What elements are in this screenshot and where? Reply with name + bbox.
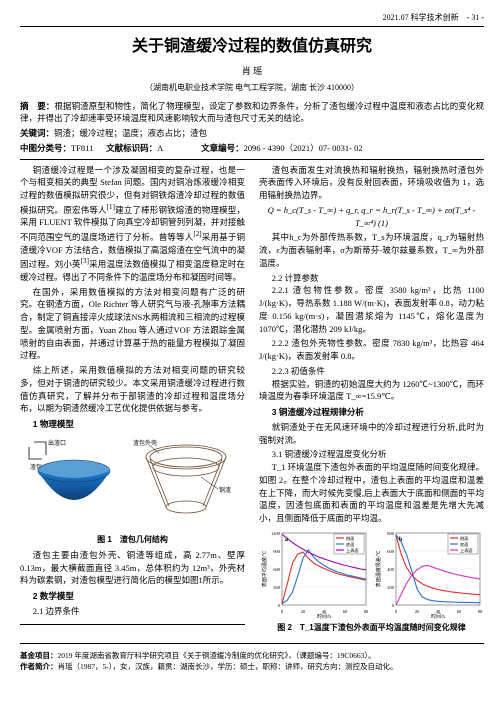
keywords: 关键词：铜渣；缓冷过程；温度；液态占比；渣包	[20, 127, 484, 140]
figure-1: 出渣口 渣包	[20, 435, 245, 530]
intro-p3: 综上所述，采用数值模拟的方法对相变问题的研究较多，但对于铜渣的研究较少。本文采用…	[20, 364, 245, 415]
author: 肖 瑶	[20, 65, 484, 79]
bc-desc: 渣包表面发生对流换热和辐射换热，辐射换热时渣包外壳表面传入环境后，没有反射回表面…	[259, 164, 484, 202]
header-rule	[20, 26, 484, 27]
fig2-chartB-icon: 0200400600800020406080时间/h表面温度极差/℃侧面底面上表…	[374, 527, 484, 619]
svg-text:0: 0	[277, 603, 280, 608]
svg-text:400: 400	[387, 567, 395, 572]
left-column: 铜渣缓冷过程是一个涉及凝固相变的复杂过程，也是一个与相变相关的典型 Stefan…	[20, 164, 245, 637]
fig1-wire-icon: 渣包外壳 铜渣	[131, 437, 241, 527]
abstract-text: 根据铜渣原型和物性，简化了物理模型，设定了参数和边界条件，分析了渣包缓冷过程中温…	[20, 101, 484, 124]
svg-text:600: 600	[387, 549, 395, 554]
svg-text:侧面: 侧面	[460, 535, 468, 542]
svg-text:80: 80	[363, 609, 368, 614]
section-3: 3 铜渣缓冷过程规律分析	[259, 406, 484, 419]
paper-title: 关于铜渣缓冷过程的数值仿真研究	[20, 35, 484, 59]
svg-text:40: 40	[321, 609, 326, 614]
funding-text: 2019 年度湖南省教育厅科学研究项目《关于铜渣缓冷制度的优化研究》，（课题编号…	[58, 651, 376, 660]
class-row: 中图分类号：TF811 文献标识码：A 文章编号：2096 - 4390（202…	[20, 142, 484, 155]
svg-text:800: 800	[387, 531, 395, 536]
svg-text:0: 0	[394, 609, 397, 614]
fig2-chartA-icon: 03006009001200020406080时间/h表面平均温度/℃侧面底面上…	[260, 527, 370, 619]
analysis-intro: 就铜渣处于在无风速环境中的冷却过程进行分析,此时为强制对流。	[259, 421, 484, 447]
section-3-1: 3.1 铜渣缓冷过程温度变化分析	[259, 448, 484, 461]
doccode-value: A	[157, 143, 163, 153]
svg-text:上表面: 上表面	[460, 547, 473, 554]
svg-text:80: 80	[477, 609, 482, 614]
section-1: 1 物理模型	[20, 418, 245, 431]
svg-text:上表面: 上表面	[346, 547, 359, 554]
equation-1: Q = h_c(T_s - T_∞) + q_r, q_r = h_r(T_s …	[259, 204, 484, 230]
intro-p2: 在国外，采用数值模拟的方法对相变问题有广泛的研究。在钢渣方面，Ole Richt…	[20, 286, 245, 363]
authorbio-text: 肖瑶（1987，5-），女，汉族，籍贯：湖南长沙，学历：硕士，职称：讲师，研究方…	[58, 662, 398, 671]
temp-analysis: T_1 环境温度下渣包外表面的平均温度随时间变化规律。如图 2。在整个冷却过程中…	[259, 461, 484, 525]
svg-text:200: 200	[387, 585, 395, 590]
right-column: 渣包表面发生对流换热和辐射换热，辐射换热时渣包外壳表面传入环境后，没有反射回表面…	[259, 164, 484, 637]
svg-text:底面: 底面	[346, 541, 354, 548]
svg-text:300: 300	[273, 585, 281, 590]
fig1-3d-icon: 出渣口 渣包	[24, 437, 124, 527]
svg-text:出渣口: 出渣口	[48, 439, 66, 447]
articleno-value: 2096 - 4390（2021）07- 0031- 02	[244, 143, 363, 153]
section-2-2-3: 2.2.3 初值条件	[259, 365, 484, 378]
svg-text:表面温度极差/℃: 表面温度极差/℃	[375, 551, 382, 587]
svg-text:600: 600	[273, 567, 281, 572]
abstract-rule	[20, 159, 484, 160]
intro-p1: 铜渣缓冷过程是一个涉及凝固相变的复杂过程，也是一个与相变相关的典型 Stefan…	[20, 164, 245, 284]
params-shell: 2.2.2 渣包外壳物性参数。密度 7830 kg/m³，比热容 464 J/(…	[259, 337, 484, 363]
svg-text:0: 0	[280, 609, 283, 614]
params-slag: 2.2.1 渣包物性参数。密度 3580 kg/m³，比热 1100 J/(kg…	[259, 284, 484, 335]
svg-text:a: a	[285, 537, 288, 543]
svg-text:0: 0	[391, 603, 394, 608]
funding-label: 基金项目：	[20, 651, 58, 660]
authorbio-label: 作者简介：	[20, 662, 58, 671]
init-cond: 根据实验，铜渣的初始温度大约为 1260℃~1300℃，而环境温度为春季环境温度…	[259, 378, 484, 404]
section-2-2: 2.2 计算参数	[259, 272, 484, 285]
fig1-caption: 图 1 渣包几何结构	[20, 534, 245, 546]
abstract: 摘 要：根据铜渣原型和物性，简化了物理模型，设定了参数和边界条件，分析了渣包缓冷…	[20, 100, 484, 126]
svg-text:渣包外壳: 渣包外壳	[133, 439, 157, 447]
page-header: 2021.07 科学技术创新 - 31 -	[20, 12, 484, 24]
funding: 基金项目：2019 年度湖南省教育厅科学研究项目《关于铜渣缓冷制度的优化研究》，…	[20, 650, 484, 673]
figure-2: 03006009001200020406080时间/h表面平均温度/℃侧面底面上…	[259, 527, 484, 619]
svg-text:铜渣: 铜渣	[219, 486, 231, 494]
section-2: 2 数学模型	[20, 590, 245, 603]
articleno-label: 文章编号：	[201, 143, 244, 153]
svg-text:60: 60	[342, 609, 347, 614]
svg-text:表面平均温度/℃: 表面平均温度/℃	[261, 551, 268, 587]
keywords-text: 铜渣；缓冷过程；温度；液态占比；渣包	[54, 128, 207, 138]
svg-text:20: 20	[414, 609, 419, 614]
svg-text:1200: 1200	[271, 531, 281, 536]
svg-text:侧面: 侧面	[346, 535, 354, 542]
keywords-label: 关键词：	[20, 128, 54, 138]
classno-value: TF811	[71, 143, 93, 153]
model-desc: 渣包主要由渣包外壳、铜渣等组成，高 2.77m、壁厚 0.13m，最大横截面直径…	[20, 549, 245, 587]
section-2-1: 2.1 边界条件	[20, 605, 245, 618]
doccode-label: 文献标识码：	[106, 143, 157, 153]
svg-text:40: 40	[435, 609, 440, 614]
affiliation: （湖南机电职业技术学院 电气工程学院，湖南 长沙 410000）	[20, 82, 484, 94]
eq-explain: 其中h_c为外部传热系数，T_s为环境温度，q_r为辐射热流，ε为面表辐射率，σ…	[259, 231, 484, 269]
svg-text:底面: 底面	[460, 541, 468, 548]
footer-rule	[20, 643, 484, 644]
col-bottom-rule	[20, 624, 245, 625]
svg-text:900: 900	[273, 549, 281, 554]
svg-text:20: 20	[300, 609, 305, 614]
classno-label: 中图分类号：	[20, 143, 71, 153]
abstract-label: 摘 要：	[20, 101, 54, 111]
fig2-caption: 图 2 T_1温度下渣包外表面平均温度随时间变化规律	[259, 622, 484, 634]
svg-text:60: 60	[456, 609, 461, 614]
